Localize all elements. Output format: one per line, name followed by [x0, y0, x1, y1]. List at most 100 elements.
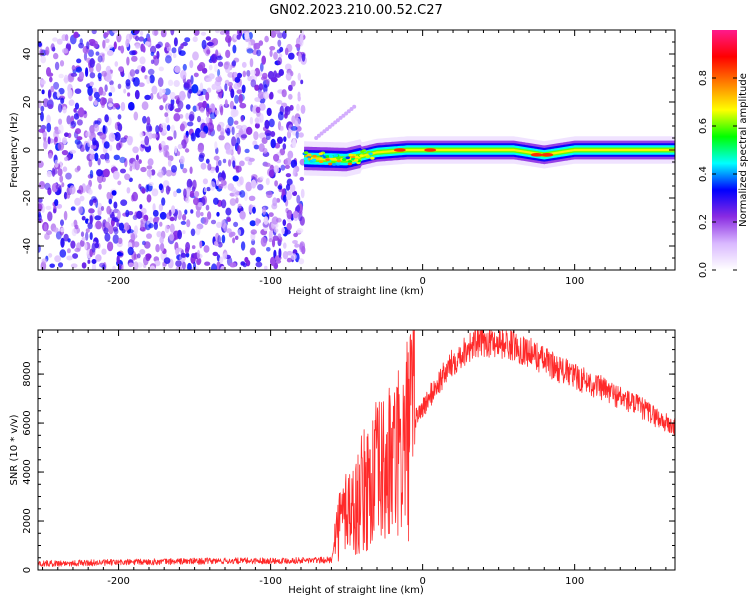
- noise-cell: [176, 151, 181, 156]
- noise-cell: [104, 114, 109, 123]
- noise-cell: [101, 91, 107, 96]
- noise-cell: [264, 265, 268, 270]
- noise-cell: [180, 220, 187, 225]
- noise-cell: [102, 125, 108, 135]
- noise-cell: [231, 60, 237, 67]
- signal-peak: [530, 153, 543, 157]
- noise-cell: [150, 133, 158, 139]
- noise-cell: [200, 212, 204, 217]
- noise-cell: [95, 220, 102, 230]
- snr-ytick-label: 2000: [22, 508, 33, 533]
- signal-speckle: [328, 162, 333, 166]
- noise-cell: [117, 114, 122, 120]
- noise-cell: [47, 104, 54, 109]
- colorbar-strip: [712, 30, 737, 270]
- noise-cell: [140, 220, 144, 230]
- noise-cell: [57, 262, 64, 268]
- noise-cell: [146, 116, 151, 126]
- signal-speckle: [342, 158, 347, 162]
- noise-cell: [181, 139, 187, 149]
- noise-cell: [186, 219, 191, 228]
- spectrogram-xtick-label: -200: [107, 276, 130, 287]
- noise-cell: [224, 251, 228, 258]
- noise-cell: [89, 153, 95, 161]
- noise-cell: [271, 216, 279, 225]
- noise-cell: [203, 245, 210, 253]
- noise-cell: [189, 60, 194, 69]
- noise-cell: [179, 123, 185, 132]
- noise-cell: [220, 105, 224, 116]
- noise-cell: [173, 190, 177, 197]
- noise-cell: [194, 191, 200, 198]
- noise-cell: [197, 201, 203, 208]
- noise-cell: [211, 83, 217, 90]
- noise-cell: [131, 191, 138, 202]
- noise-cell: [172, 53, 177, 59]
- noise-cell: [275, 217, 282, 223]
- noise-cell: [38, 214, 42, 221]
- noise-cell: [266, 247, 271, 252]
- noise-cell: [55, 184, 62, 190]
- noise-cell: [173, 130, 177, 140]
- noise-cell: [159, 236, 164, 244]
- noise-cell: [112, 170, 120, 180]
- noise-cell: [168, 79, 174, 87]
- noise-cell: [177, 229, 183, 240]
- noise-cell: [169, 233, 175, 241]
- noise-cell: [63, 191, 68, 200]
- noise-cell: [164, 112, 169, 118]
- noise-cell: [231, 136, 237, 147]
- spectrogram-x-ticks: -200 -100 0 100: [42, 30, 667, 287]
- noise-cell: [249, 116, 254, 125]
- noise-cell: [67, 89, 73, 99]
- noise-cell: [187, 90, 192, 99]
- noise-cell: [63, 74, 69, 84]
- noise-cell: [139, 249, 146, 255]
- noise-cell: [246, 70, 251, 77]
- noise-cell: [284, 229, 291, 235]
- noise-cell: [169, 91, 176, 100]
- noise-cell: [95, 254, 102, 262]
- noise-cell: [89, 72, 96, 79]
- noise-cell: [174, 145, 178, 154]
- noise-cell: [70, 120, 77, 128]
- noise-cell: [184, 246, 190, 254]
- noise-cell: [164, 224, 170, 234]
- noise-cell: [277, 57, 283, 66]
- noise-cell: [202, 178, 208, 185]
- noise-cell: [239, 190, 246, 198]
- noise-cell: [173, 211, 178, 222]
- noise-cell: [187, 262, 192, 270]
- noise-cell: [246, 48, 254, 54]
- colorbar-tick-label: 0.8: [698, 70, 709, 86]
- signal-speckle: [315, 157, 320, 161]
- noise-cell: [47, 136, 51, 145]
- noise-cell: [57, 142, 65, 151]
- noise-cell: [288, 121, 293, 129]
- noise-cell: [249, 220, 256, 227]
- noise-cell: [300, 188, 305, 199]
- noise-cell: [41, 258, 48, 264]
- noise-cell: [233, 71, 238, 78]
- spectrogram-ytick-label: 40: [22, 48, 33, 61]
- noise-cell: [127, 246, 134, 256]
- noise-cell: [74, 224, 79, 230]
- noise-cell: [245, 259, 251, 267]
- noise-cell: [117, 237, 123, 244]
- noise-cell: [214, 109, 220, 116]
- noise-cell: [174, 65, 181, 73]
- noise-cell: [289, 184, 296, 193]
- noise-cell: [261, 72, 268, 80]
- noise-cell: [48, 152, 53, 159]
- colorbar-label: Normalized spectral amplitude: [738, 73, 749, 227]
- noise-cell: [288, 52, 295, 60]
- noise-cell: [191, 84, 199, 94]
- noise-cell: [236, 145, 241, 155]
- colorbar-tick-label: 0.4: [698, 166, 709, 182]
- noise-cell: [182, 214, 187, 221]
- noise-cell: [235, 125, 243, 129]
- noise-cell: [248, 157, 255, 162]
- noise-cell: [199, 131, 207, 139]
